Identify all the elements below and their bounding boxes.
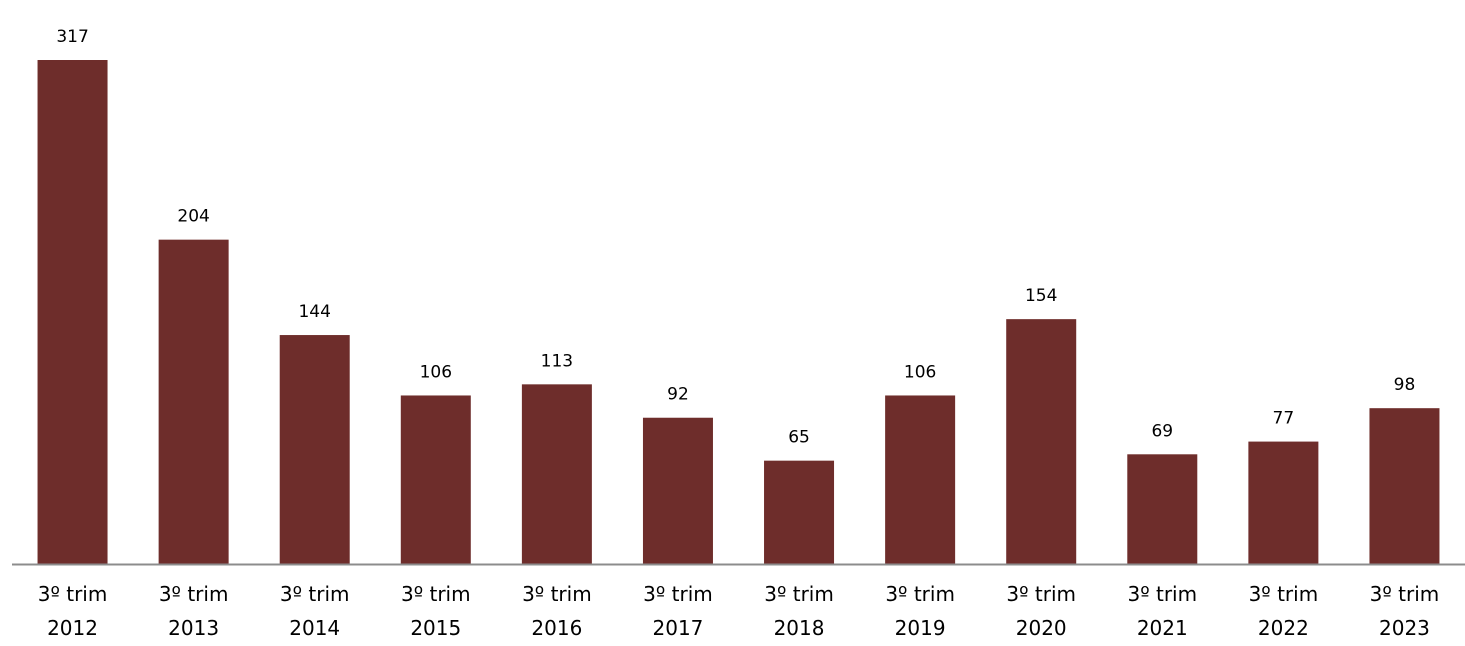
x-tick-label: 2023 bbox=[1379, 616, 1430, 640]
bar bbox=[642, 417, 713, 564]
data-label: 69 bbox=[1151, 421, 1173, 441]
data-label: 113 bbox=[541, 351, 573, 371]
x-tick-label: 2012 bbox=[47, 616, 98, 640]
data-label: 106 bbox=[904, 362, 936, 382]
x-tick-label: 2015 bbox=[410, 616, 461, 640]
bar bbox=[279, 335, 350, 564]
x-tick-label: 3º trim bbox=[885, 582, 955, 606]
bars-group bbox=[37, 60, 1440, 564]
x-tick-label: 3º trim bbox=[1249, 582, 1319, 606]
x-tick-label: 3º trim bbox=[1006, 582, 1076, 606]
data-label: 204 bbox=[177, 207, 209, 227]
data-label: 154 bbox=[1025, 286, 1057, 306]
x-tick-label: 2013 bbox=[168, 616, 219, 640]
x-tick-label: 3º trim bbox=[1127, 582, 1197, 606]
x-tick-label: 3º trim bbox=[522, 582, 592, 606]
x-tick-label: 3º trim bbox=[280, 582, 350, 606]
x-tick-label: 3º trim bbox=[1370, 582, 1440, 606]
bar bbox=[37, 60, 108, 564]
data-label: 144 bbox=[298, 302, 330, 322]
x-tick-label: 3º trim bbox=[159, 582, 229, 606]
data-labels-group: 317 204 144 106 113 92 65 106 154 69 77 98 bbox=[56, 27, 1415, 448]
bar bbox=[764, 460, 835, 564]
x-tick-label: 3º trim bbox=[38, 582, 108, 606]
bar bbox=[400, 395, 471, 564]
x-tick-label: 2021 bbox=[1137, 616, 1188, 640]
data-label: 106 bbox=[420, 362, 452, 382]
x-tick-label: 2014 bbox=[289, 616, 340, 640]
data-label: 77 bbox=[1273, 409, 1295, 429]
data-label: 98 bbox=[1394, 375, 1416, 395]
x-tick-label: 3º trim bbox=[401, 582, 471, 606]
bar bbox=[521, 384, 592, 564]
x-tick-label: 2018 bbox=[774, 616, 825, 640]
data-label: 92 bbox=[667, 385, 689, 405]
data-label: 65 bbox=[788, 428, 810, 448]
bar bbox=[1127, 454, 1198, 564]
x-tick-label: 3º trim bbox=[764, 582, 834, 606]
data-label: 317 bbox=[56, 27, 88, 47]
x-tick-label: 2016 bbox=[531, 616, 582, 640]
bar bbox=[1248, 441, 1319, 564]
x-tick-label: 2022 bbox=[1258, 616, 1309, 640]
bar bbox=[1369, 408, 1440, 564]
bar bbox=[158, 239, 229, 564]
bar bbox=[1006, 319, 1077, 564]
bar bbox=[885, 395, 956, 564]
x-tick-label: 2020 bbox=[1016, 616, 1067, 640]
x-tick-label: 2019 bbox=[895, 616, 946, 640]
x-tick-label: 3º trim bbox=[643, 582, 713, 606]
x-tick-labels-group: 3º trim 2012 3º trim 2013 3º trim 2014 3º trim… bbox=[38, 582, 1440, 640]
x-tick-label: 2017 bbox=[653, 616, 704, 640]
